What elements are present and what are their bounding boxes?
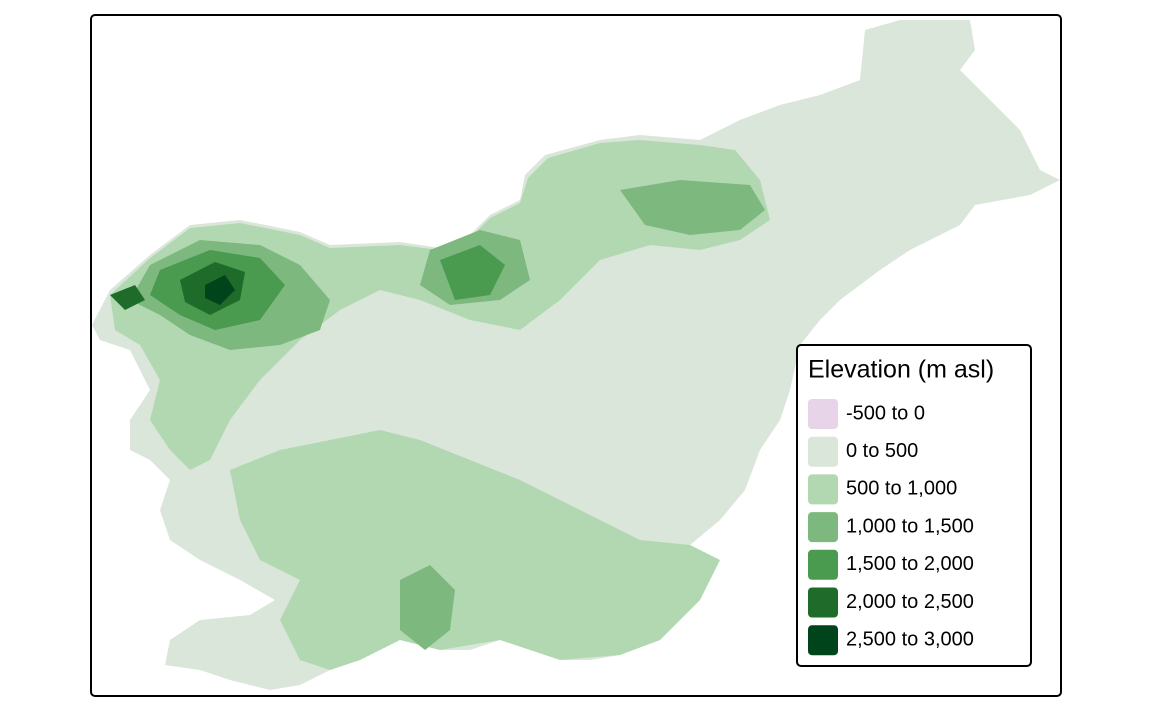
land-high [620, 180, 765, 235]
legend-label: 1,000 to 1,500 [846, 515, 974, 537]
land-higher [440, 245, 505, 300]
legend-swatch [808, 625, 838, 656]
land-high [400, 565, 455, 650]
legend-swatch [808, 587, 838, 618]
legend-label: 1,500 to 2,000 [846, 553, 974, 575]
legend-box [796, 344, 1032, 667]
legend: Elevation (m asl) -500 to 0 0 to 500 500 t… [796, 344, 1032, 667]
legend-swatch [808, 512, 838, 543]
land-mid [230, 430, 720, 670]
land-mid [110, 140, 770, 470]
legend-label: 2,500 to 3,000 [846, 628, 974, 650]
legend-swatch [808, 436, 838, 467]
land-peak [205, 275, 235, 305]
legend-swatch [808, 399, 838, 429]
legend-label: 2,000 to 2,500 [846, 591, 974, 613]
terrain [92, 20, 1060, 690]
land-peak [110, 285, 145, 310]
legend-swatch [808, 549, 838, 580]
legend-label: 0 to 500 [846, 440, 918, 462]
legend-label: 500 to 1,000 [846, 478, 957, 500]
legend-title: Elevation (m asl) [808, 356, 994, 384]
legend-label: -500 to 0 [846, 402, 925, 424]
legend-swatch [808, 474, 838, 505]
